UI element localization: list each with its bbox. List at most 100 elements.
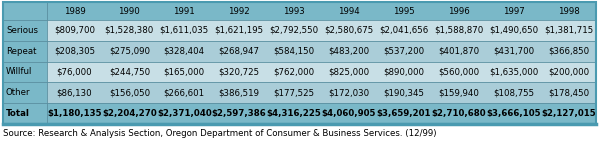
Text: 1996: 1996 bbox=[448, 7, 470, 15]
Bar bbox=[486, 41, 541, 62]
Text: $86,130: $86,130 bbox=[57, 88, 92, 97]
Text: $2,127,015: $2,127,015 bbox=[541, 109, 596, 118]
Text: $1,621,195: $1,621,195 bbox=[214, 26, 264, 35]
Text: $1,611,035: $1,611,035 bbox=[159, 26, 209, 35]
Bar bbox=[3, 62, 47, 82]
Text: $762,000: $762,000 bbox=[274, 67, 314, 77]
Bar bbox=[211, 103, 267, 124]
Text: $2,371,040: $2,371,040 bbox=[157, 109, 211, 118]
Text: $156,050: $156,050 bbox=[109, 88, 150, 97]
Text: $1,528,380: $1,528,380 bbox=[105, 26, 154, 35]
Text: $809,700: $809,700 bbox=[54, 26, 95, 35]
Text: Other: Other bbox=[6, 88, 31, 97]
Text: $2,204,270: $2,204,270 bbox=[102, 109, 157, 118]
Bar bbox=[541, 62, 596, 82]
Text: $431,700: $431,700 bbox=[493, 47, 534, 56]
Text: $159,940: $159,940 bbox=[438, 88, 479, 97]
Text: 1989: 1989 bbox=[63, 7, 85, 15]
Text: $366,850: $366,850 bbox=[548, 47, 589, 56]
Bar bbox=[102, 103, 157, 124]
Bar bbox=[267, 41, 322, 62]
Text: 1990: 1990 bbox=[119, 7, 140, 15]
Text: $268,947: $268,947 bbox=[219, 47, 259, 56]
Text: $4,060,905: $4,060,905 bbox=[322, 109, 376, 118]
Text: $1,635,000: $1,635,000 bbox=[489, 67, 539, 77]
Bar bbox=[541, 82, 596, 103]
Bar bbox=[157, 82, 211, 103]
Bar bbox=[211, 82, 267, 103]
Bar bbox=[431, 2, 486, 20]
Bar bbox=[267, 62, 322, 82]
Bar bbox=[157, 20, 211, 41]
Text: $825,000: $825,000 bbox=[328, 67, 370, 77]
Bar bbox=[3, 103, 47, 124]
Bar bbox=[376, 103, 431, 124]
Bar bbox=[211, 41, 267, 62]
Text: $275,090: $275,090 bbox=[109, 47, 150, 56]
Bar bbox=[486, 2, 541, 20]
Bar bbox=[541, 41, 596, 62]
Bar bbox=[157, 2, 211, 20]
Text: 1992: 1992 bbox=[228, 7, 250, 15]
Bar bbox=[157, 41, 211, 62]
Text: 1997: 1997 bbox=[503, 7, 525, 15]
Bar bbox=[102, 41, 157, 62]
Text: 1995: 1995 bbox=[393, 7, 415, 15]
Text: $584,150: $584,150 bbox=[274, 47, 314, 56]
Text: $3,666,105: $3,666,105 bbox=[486, 109, 541, 118]
Text: Total: Total bbox=[6, 109, 30, 118]
Text: $320,725: $320,725 bbox=[219, 67, 260, 77]
Bar bbox=[322, 41, 376, 62]
Text: $2,792,550: $2,792,550 bbox=[270, 26, 319, 35]
Text: $1,588,870: $1,588,870 bbox=[434, 26, 483, 35]
Bar bbox=[322, 20, 376, 41]
Bar bbox=[322, 103, 376, 124]
Bar bbox=[157, 62, 211, 82]
Text: 1991: 1991 bbox=[173, 7, 195, 15]
Text: 1998: 1998 bbox=[558, 7, 579, 15]
Text: $2,041,656: $2,041,656 bbox=[379, 26, 428, 35]
Bar bbox=[3, 2, 596, 124]
Bar bbox=[267, 103, 322, 124]
Text: $266,601: $266,601 bbox=[164, 88, 205, 97]
Bar bbox=[211, 20, 267, 41]
Bar bbox=[322, 82, 376, 103]
Bar bbox=[102, 2, 157, 20]
Bar bbox=[376, 41, 431, 62]
Text: $190,345: $190,345 bbox=[383, 88, 424, 97]
Text: $1,490,650: $1,490,650 bbox=[489, 26, 539, 35]
Bar bbox=[431, 41, 486, 62]
Text: $177,525: $177,525 bbox=[274, 88, 314, 97]
Bar bbox=[431, 82, 486, 103]
Text: $401,870: $401,870 bbox=[438, 47, 479, 56]
Bar bbox=[47, 2, 102, 20]
Text: Source: Research & Analysis Section, Oregon Department of Consumer & Business Se: Source: Research & Analysis Section, Ore… bbox=[3, 130, 437, 138]
Bar bbox=[486, 62, 541, 82]
Text: $108,755: $108,755 bbox=[493, 88, 534, 97]
Bar bbox=[47, 62, 102, 82]
Bar bbox=[267, 82, 322, 103]
Bar bbox=[322, 2, 376, 20]
Text: $172,030: $172,030 bbox=[328, 88, 370, 97]
Text: Willful: Willful bbox=[6, 67, 32, 77]
Bar bbox=[157, 103, 211, 124]
Bar bbox=[3, 20, 47, 41]
Bar bbox=[47, 41, 102, 62]
Text: 1994: 1994 bbox=[338, 7, 360, 15]
Bar bbox=[431, 20, 486, 41]
Bar bbox=[376, 2, 431, 20]
Text: $328,404: $328,404 bbox=[164, 47, 205, 56]
Text: $386,519: $386,519 bbox=[219, 88, 259, 97]
Bar bbox=[47, 82, 102, 103]
Bar bbox=[541, 20, 596, 41]
Text: $4,316,225: $4,316,225 bbox=[267, 109, 322, 118]
Bar bbox=[102, 82, 157, 103]
Bar bbox=[3, 82, 47, 103]
Text: $890,000: $890,000 bbox=[383, 67, 424, 77]
Text: Repeat: Repeat bbox=[6, 47, 37, 56]
Text: $208,305: $208,305 bbox=[54, 47, 95, 56]
Text: $537,200: $537,200 bbox=[383, 47, 425, 56]
Bar bbox=[267, 20, 322, 41]
Text: $200,000: $200,000 bbox=[548, 67, 589, 77]
Bar bbox=[47, 103, 102, 124]
